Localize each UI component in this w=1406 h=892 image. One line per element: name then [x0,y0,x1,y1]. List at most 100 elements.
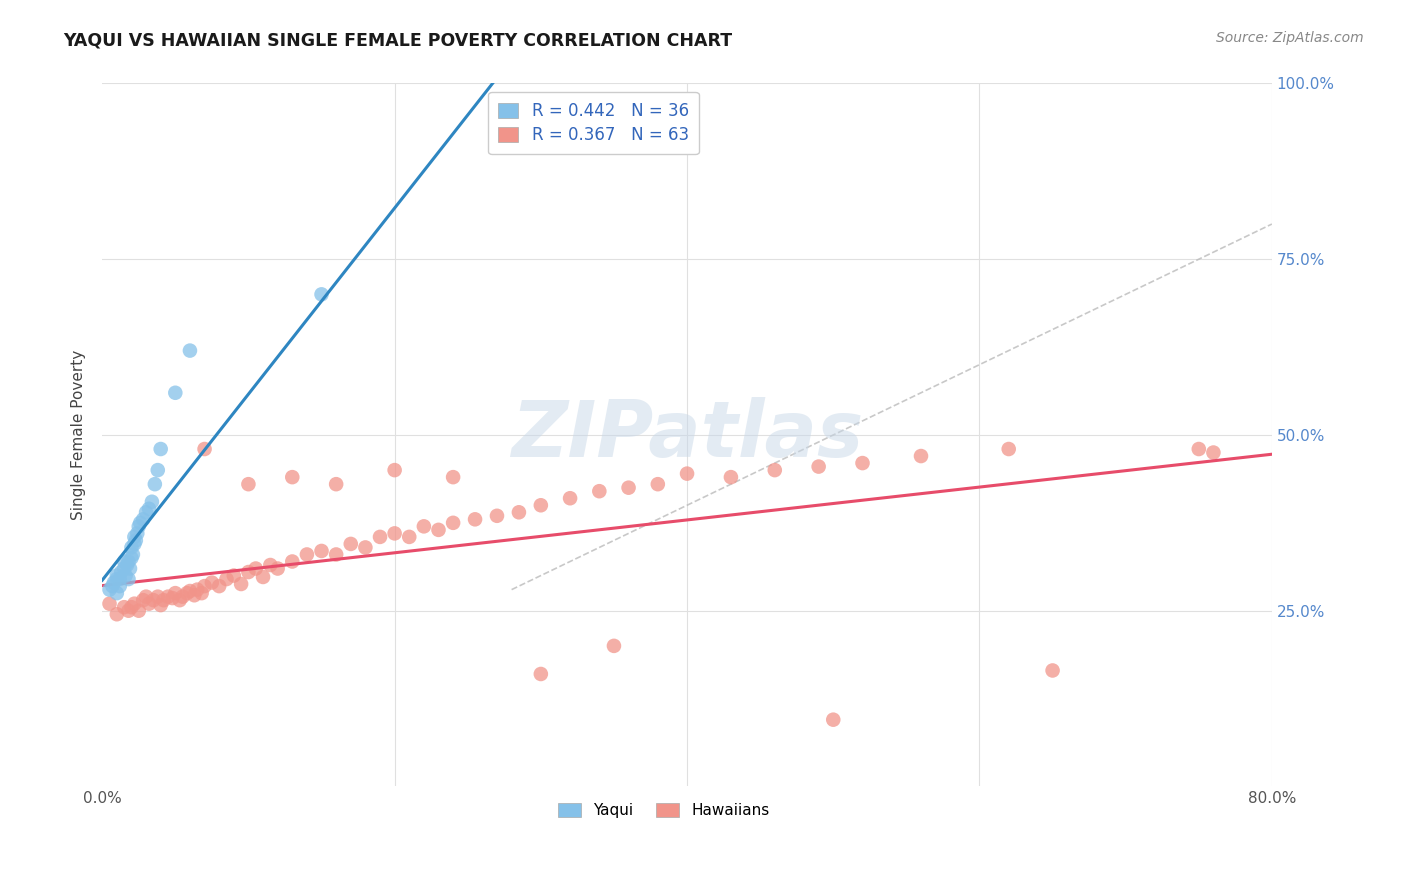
Point [464,512,486,526]
Point [238,477,260,491]
Point [98,582,121,597]
Point [112,561,135,575]
Point [238,565,260,579]
Point [910,449,932,463]
Point [162,591,184,605]
Point [138,501,160,516]
Point [441,516,464,530]
Point [508,505,530,519]
Point [617,481,640,495]
Point [112,554,135,568]
Point [105,572,128,586]
Point [647,477,669,491]
Point [427,523,450,537]
Point [149,598,172,612]
Point [229,577,252,591]
Point [1042,664,1064,678]
Point [122,548,145,562]
Point [117,554,139,568]
Point [117,572,139,586]
Point [676,467,699,481]
Point [169,593,191,607]
Point [179,343,201,358]
Point [141,494,163,508]
Point [603,639,626,653]
Point [485,508,508,523]
Point [176,586,198,600]
Point [997,442,1019,456]
Point [128,604,150,618]
Point [183,588,205,602]
Point [384,463,406,477]
Point [190,586,212,600]
Point [295,548,318,562]
Point [132,512,155,526]
Point [325,548,347,562]
Point [98,597,121,611]
Point [441,470,464,484]
Point [152,593,174,607]
Point [281,470,304,484]
Point [222,568,245,582]
Point [186,582,208,597]
Point [179,584,201,599]
Point [530,667,553,681]
Text: Source: ZipAtlas.com: Source: ZipAtlas.com [1216,31,1364,45]
Point [266,561,288,575]
Point [412,519,434,533]
Point [118,561,141,575]
Point [193,579,215,593]
Legend: Yaqui, Hawaiians: Yaqui, Hawaiians [551,797,776,824]
Point [110,565,132,579]
Point [127,526,149,541]
Point [398,530,420,544]
Point [135,505,157,519]
Point [501,104,523,119]
Text: YAQUI VS HAWAIIAN SINGLE FEMALE POVERTY CORRELATION CHART: YAQUI VS HAWAIIAN SINGLE FEMALE POVERTY … [63,31,733,49]
Point [132,593,155,607]
Point [763,463,786,477]
Point [588,484,610,499]
Point [101,579,124,593]
Point [325,477,347,491]
Point [354,541,377,555]
Point [245,561,267,575]
Point [128,519,150,533]
Y-axis label: Single Female Poverty: Single Female Poverty [72,350,86,520]
Point [115,558,138,572]
Point [112,600,135,615]
Point [125,533,148,548]
Point [124,537,146,551]
Point [193,442,215,456]
Point [1188,442,1211,456]
Point [172,590,194,604]
Point [720,470,742,484]
Point [103,575,125,590]
Point [120,551,142,566]
Point [530,498,553,512]
Point [146,463,169,477]
Point [114,568,136,582]
Point [339,537,361,551]
Point [558,491,581,506]
Point [1202,445,1225,459]
Text: ZIPatlas: ZIPatlas [510,397,863,473]
Point [120,600,142,615]
Point [311,287,333,301]
Point [165,586,187,600]
Point [105,586,128,600]
Point [149,442,172,456]
Point [823,713,845,727]
Point [215,572,238,586]
Point [146,590,169,604]
Point [129,516,152,530]
Point [201,575,224,590]
Point [252,570,274,584]
Point [311,544,333,558]
Point [108,572,131,586]
Point [138,597,160,611]
Point [124,597,146,611]
Point [108,579,131,593]
Point [105,607,128,622]
Point [165,385,187,400]
